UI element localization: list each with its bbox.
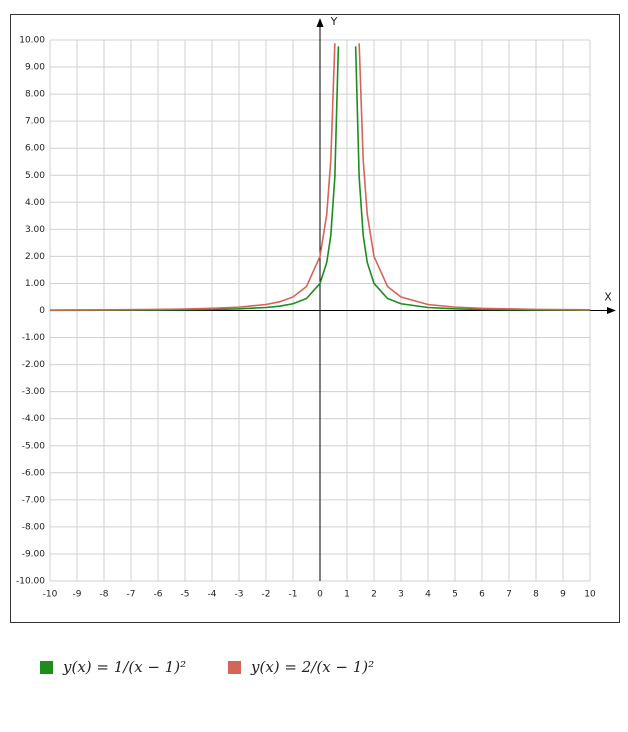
legend-label: y(x) = 1/(x − 1)² xyxy=(62,658,186,676)
y-tick-label: -9.00 xyxy=(22,549,46,559)
y-tick-label: -2.00 xyxy=(22,360,46,370)
x-tick-label: -3 xyxy=(235,590,244,600)
y-tick-label: -5.00 xyxy=(22,441,46,451)
y-tick-label: -7.00 xyxy=(22,495,46,505)
x-tick-label: -5 xyxy=(181,590,190,600)
x-tick-label: 1 xyxy=(344,590,350,600)
y-tick-label: 4.00 xyxy=(25,198,45,208)
x-tick-label: 3 xyxy=(398,590,404,600)
y-tick-label: -3.00 xyxy=(22,387,46,397)
x-tick-label: -8 xyxy=(100,590,109,600)
x-tick-label: 10 xyxy=(584,590,596,600)
legend-swatch xyxy=(40,661,53,674)
legend-label: y(x) = 2/(x − 1)² xyxy=(250,658,374,676)
x-tick-label: -2 xyxy=(262,590,271,600)
x-tick-label: -9 xyxy=(73,590,82,600)
x-tick-label: -6 xyxy=(154,590,163,600)
y-tick-label: -8.00 xyxy=(22,522,46,532)
series-line xyxy=(49,43,591,311)
y-axis-label: Y xyxy=(330,15,338,28)
y-tick-label: 10.00 xyxy=(19,36,45,46)
y-tick-label: -1.00 xyxy=(22,333,46,343)
frame xyxy=(10,14,620,623)
y-tick-label: -10.00 xyxy=(16,577,45,587)
x-tick-label: 8 xyxy=(533,590,539,600)
x-tick-label: 7 xyxy=(506,590,512,600)
y-tick-label: 3.00 xyxy=(25,225,45,235)
x-tick-label: 0 xyxy=(317,590,323,600)
y-tick-label: 6.00 xyxy=(25,144,45,154)
x-axis-label: X xyxy=(604,291,612,304)
legend-swatch xyxy=(228,661,241,674)
y-tick-label: -4.00 xyxy=(22,414,46,424)
x-tick-label: 2 xyxy=(371,590,377,600)
y-tick-label: 5.00 xyxy=(25,171,45,181)
x-arrow xyxy=(607,307,616,314)
x-tick-label: -7 xyxy=(127,590,136,600)
x-tick-label: 4 xyxy=(425,590,431,600)
y-tick-label: 1.00 xyxy=(25,279,45,289)
x-tick-label: -10 xyxy=(43,590,58,600)
x-tick-label: 6 xyxy=(479,590,485,600)
y-tick-label: 7.00 xyxy=(25,117,45,127)
y-tick-label: 9.00 xyxy=(25,63,45,73)
y-tick-label: 2.00 xyxy=(25,252,45,262)
x-tick-label: 5 xyxy=(452,590,458,600)
x-tick-label: 9 xyxy=(560,590,566,600)
y-tick-label: 0 xyxy=(39,306,45,316)
y-tick-label: 8.00 xyxy=(25,90,45,100)
y-tick-label: -6.00 xyxy=(22,468,46,478)
y-arrow xyxy=(316,18,324,27)
x-tick-label: -4 xyxy=(208,590,217,600)
x-tick-label: -1 xyxy=(289,590,298,600)
